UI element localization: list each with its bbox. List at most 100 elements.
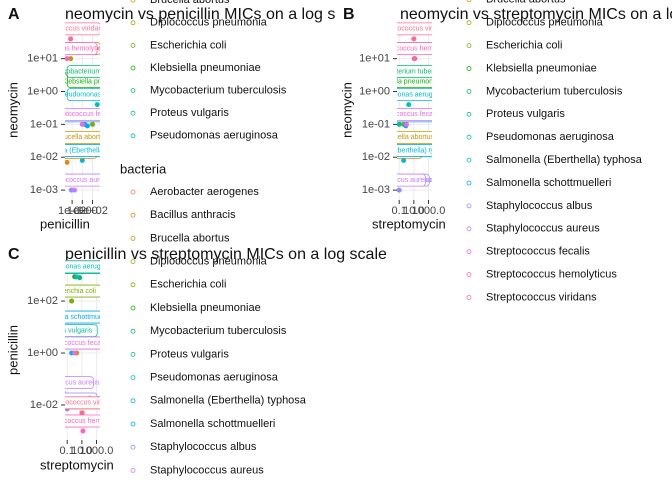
legend-key xyxy=(131,156,135,160)
label-box xyxy=(65,144,100,157)
legend-label: Pseudomonas aeruginosa xyxy=(150,372,279,384)
legend-key xyxy=(466,134,472,140)
legend-label: Salmonella (Eberthella) typhosa xyxy=(150,152,307,164)
legend-key xyxy=(466,226,472,232)
point xyxy=(397,187,402,193)
legend-key xyxy=(130,351,136,357)
legend-label: Brucella abortus xyxy=(150,232,230,244)
y-tick-label: 1e+01 xyxy=(27,53,58,65)
legend-label: Escherichia coli xyxy=(150,39,226,51)
point xyxy=(84,123,90,129)
point-label: Streptococcus viridans xyxy=(35,26,106,33)
y-tick-label: 1e-02 xyxy=(362,151,390,163)
chart-title: neomycin vs penicillin MICs on a log sca… xyxy=(65,6,365,23)
point-label: Klebsiella pneumoniae xyxy=(62,78,133,85)
point-label: Streptococcus fecalis xyxy=(373,111,440,118)
point-label: Proteus vulgaris xyxy=(42,327,93,334)
legend-key xyxy=(131,202,135,206)
label-box xyxy=(397,65,432,79)
legend-key xyxy=(466,249,472,255)
legend-label: Pseudomonas aeruginosa xyxy=(150,130,279,142)
y-tick-label: 1e+00 xyxy=(27,347,58,359)
point xyxy=(72,350,78,356)
legend-key xyxy=(130,375,136,381)
chart-title: penicillin vs streptomycin MICs on a log… xyxy=(65,246,387,263)
y-tick-label: 1e-03 xyxy=(30,184,58,196)
legend-key xyxy=(130,444,136,450)
point xyxy=(389,160,394,165)
y-tick-label: 1e-02 xyxy=(30,399,58,411)
point-label: Staphylococcus aureus xyxy=(38,177,111,184)
point xyxy=(65,56,70,62)
legend-label: Mycobacterium tuberculosis xyxy=(486,85,623,97)
point-label: Streptococcus fecalis xyxy=(49,111,116,118)
legend-label: Salmonella schottmuelleri xyxy=(486,177,611,189)
legend-title: bacteria xyxy=(120,161,167,176)
legend-label: Brucella abortus xyxy=(150,0,230,6)
y-tick-label: 1e+00 xyxy=(27,85,58,97)
label-box xyxy=(397,173,426,187)
legend-key xyxy=(466,66,472,71)
point-label: Salmonella (Eberthella) typhosa xyxy=(354,147,453,154)
label-box xyxy=(65,42,98,56)
x-axis-title: penicillin xyxy=(40,216,90,231)
legend-label: Staphylococcus aureus xyxy=(150,464,264,476)
x-tick-label: 1000.0 xyxy=(80,445,114,457)
legend-label: Proteus vulgaris xyxy=(150,107,229,119)
point-label: Salmonella (Eberthella) typhosa xyxy=(33,147,132,154)
label-box xyxy=(397,22,432,36)
legend-label: Diplococcus pneumonia xyxy=(150,256,268,268)
legend-label: Staphylococcus albus xyxy=(150,198,257,210)
label-box xyxy=(65,284,100,298)
point xyxy=(397,121,402,127)
point xyxy=(89,121,95,127)
legend-key xyxy=(466,157,472,163)
group: penicillin vs streptomycin MICs on a log… xyxy=(65,246,387,263)
point-label: Escherichia coli xyxy=(47,288,96,295)
legend-label: Klebsiella pneumoniae xyxy=(486,62,597,74)
label-box xyxy=(397,42,432,56)
point xyxy=(57,428,62,433)
point xyxy=(412,56,418,62)
point xyxy=(65,159,70,165)
legend-label: Bacillus anthracis xyxy=(150,209,236,221)
label-box xyxy=(397,107,432,121)
label-box xyxy=(65,107,100,121)
legend-key xyxy=(130,212,136,218)
legend-label: Mycobacterium tuberculosis xyxy=(150,325,287,337)
label-box xyxy=(65,376,94,390)
legend-key xyxy=(466,0,472,3)
y-tick-label: 1e+00 xyxy=(359,85,390,97)
point xyxy=(411,36,417,42)
group: neomycin vs streptomycin MICs on a log s… xyxy=(400,6,672,23)
x-tick-label: 0.1 xyxy=(60,445,75,457)
legend-label: Brucella abortus xyxy=(486,0,566,6)
group: streptomycin xyxy=(40,457,114,472)
point-label: Staphylococcus aureus xyxy=(27,379,100,386)
y-axis-title: neomycin xyxy=(5,82,20,138)
point-label: Mycobacterium tuberculosis xyxy=(368,68,455,75)
label-box xyxy=(65,173,100,187)
point xyxy=(94,102,100,108)
y-tick-label: 1e-03 xyxy=(362,184,390,196)
point xyxy=(79,157,85,163)
point xyxy=(404,121,410,127)
point-label: Pseudomonas aeruginosa xyxy=(57,91,138,98)
x-axis-title: streptomycin xyxy=(372,216,446,231)
label-box xyxy=(397,130,432,144)
legend-label: Salmonella (Eberthella) typhosa xyxy=(150,395,307,407)
point xyxy=(68,56,74,62)
label-box xyxy=(65,414,100,428)
point-label: Streptococcus hemolyticus xyxy=(25,45,109,52)
legend-key xyxy=(466,272,472,278)
legend-key xyxy=(130,259,136,265)
point-label: Streptococcus hemolyticus xyxy=(41,418,125,425)
legend-label: Staphylococcus aureus xyxy=(486,223,600,235)
x-tick-label: 1e+02 xyxy=(77,205,108,217)
label-box xyxy=(66,65,100,79)
chart-title: neomycin vs streptomycin MICs on a log s… xyxy=(400,6,672,23)
